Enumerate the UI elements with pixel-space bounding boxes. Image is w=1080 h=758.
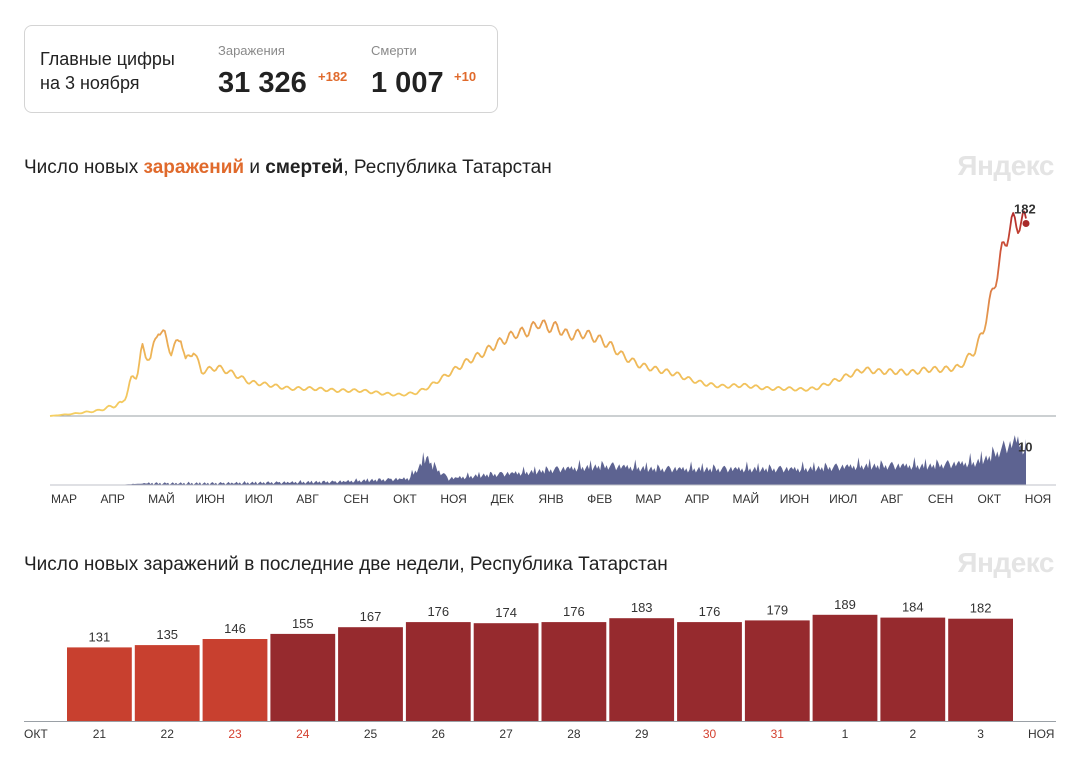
day-tick: 28 [567, 727, 581, 741]
bar-value-label: 146 [224, 621, 246, 636]
month-tick: ИЮН [195, 492, 224, 506]
yandex-watermark-2: Яндекс [957, 547, 1054, 578]
day-tick: 22 [161, 727, 175, 741]
infections-delta: +182 [318, 69, 348, 84]
day-tick: 26 [432, 727, 446, 741]
bar-value-label: 131 [89, 629, 111, 644]
bar [677, 622, 742, 721]
infections-label: Заражения [218, 43, 285, 58]
month-tick: СЕН [928, 492, 953, 506]
chart1-title-part5: , Республика Татарстан [343, 157, 552, 178]
start-month-label: ОКТ [24, 727, 48, 741]
day-tick: 3 [977, 727, 984, 741]
day-tick: 24 [296, 727, 310, 741]
end-month-label: НОЯ [1028, 727, 1054, 741]
bar-value-label: 167 [360, 609, 382, 624]
day-tick: 23 [228, 727, 242, 741]
deaths-end-label: 10 [1018, 439, 1032, 454]
bar [812, 614, 878, 721]
summary-caption-line2: на 3 ноября [40, 73, 140, 93]
bar-value-label: 176 [699, 604, 721, 619]
month-tick: АПР [100, 492, 125, 506]
chart1-title-part3: и [244, 157, 266, 178]
bar [744, 620, 810, 721]
deaths-stat: Смерти 1 007 +10 [371, 43, 476, 99]
bar [880, 617, 946, 721]
bar-value-label: 176 [427, 604, 449, 619]
day-tick: 31 [771, 727, 785, 741]
month-tick: ЯНВ [538, 492, 563, 506]
month-tick: МАЙ [148, 491, 175, 506]
infections-deaths-chart: 182 10 МАР АПР МАЙ ИЮН ИЮЛ АВГ СЕН ОКТ НОЯ ДЕК ЯНВ ФЕ… [49, 201, 1056, 506]
month-tick: ИЮЛ [245, 492, 273, 506]
day-tick: 21 [93, 727, 107, 741]
chart2-title: Число новых заражений в последние две не… [24, 554, 668, 575]
month-tick: НОЯ [440, 492, 466, 506]
bar [134, 645, 200, 721]
chart1-title-part1: Число новых [24, 157, 144, 178]
infections-end-label: 182 [1014, 201, 1036, 216]
deaths-label: Смерти [371, 43, 417, 58]
bar-value-label: 155 [292, 616, 314, 631]
bar-value-label: 174 [495, 605, 517, 620]
summary-card: Главные цифры на 3 ноября Заражения 31 3… [24, 25, 498, 113]
summary-caption: Главные цифры на 3 ноября [40, 47, 175, 95]
day-tick: 29 [635, 727, 649, 741]
bar [270, 633, 336, 721]
bar-value-label: 184 [902, 600, 924, 615]
day-tick: 27 [499, 727, 513, 741]
bar-value-label: 135 [156, 627, 178, 642]
chart1-title-infections: заражений [143, 157, 245, 178]
chart1-title: Число новых заражений и смертей, Республ… [24, 157, 552, 179]
deaths-area [50, 435, 1026, 485]
infections-value: 31 326 [218, 67, 307, 99]
month-tick: МАР [51, 492, 77, 506]
deaths-delta: +10 [454, 69, 477, 84]
bar [405, 622, 471, 721]
bar [948, 618, 1013, 721]
month-tick: ОКТ [977, 492, 1001, 506]
infections-line [49, 210, 1027, 417]
bar-value-label: 179 [766, 602, 788, 617]
month-tick: ИЮН [780, 492, 809, 506]
bar [609, 618, 675, 721]
bar-value-label: 183 [631, 600, 653, 615]
month-tick: СЕН [344, 492, 369, 506]
day-tick: 30 [703, 727, 717, 741]
bar [541, 622, 607, 721]
bar [338, 627, 403, 721]
two-week-bar-chart: 1312113522146231552416725176261742717628… [24, 597, 1056, 741]
bar-value-label: 176 [563, 604, 585, 619]
infections-end-point [1022, 219, 1030, 227]
yandex-watermark-1: Яндекс [957, 150, 1054, 181]
month-tick: АВГ [296, 492, 319, 506]
month-tick: ДЕК [491, 492, 514, 506]
month-tick: МАЙ [732, 491, 759, 506]
month-tick: ФЕВ [587, 492, 612, 506]
month-tick: ОКТ [393, 492, 417, 506]
month-tick: ИЮЛ [829, 492, 857, 506]
bar [473, 623, 539, 721]
day-tick: 2 [909, 727, 916, 741]
month-tick: МАР [635, 492, 661, 506]
day-tick: 25 [364, 727, 378, 741]
bar-value-label: 189 [834, 597, 856, 612]
month-tick: НОЯ [1025, 492, 1051, 506]
bar [202, 639, 268, 721]
month-tick: АВГ [881, 492, 904, 506]
infections-stat: Заражения 31 326 +182 [218, 43, 347, 99]
bar-value-label: 182 [970, 601, 992, 616]
deaths-value: 1 007 [371, 67, 444, 99]
month-tick: АПР [685, 492, 710, 506]
day-tick: 1 [842, 727, 849, 741]
bar [67, 647, 132, 721]
chart1-title-deaths: смертей [265, 157, 344, 178]
summary-caption-line1: Главные цифры [40, 49, 175, 69]
